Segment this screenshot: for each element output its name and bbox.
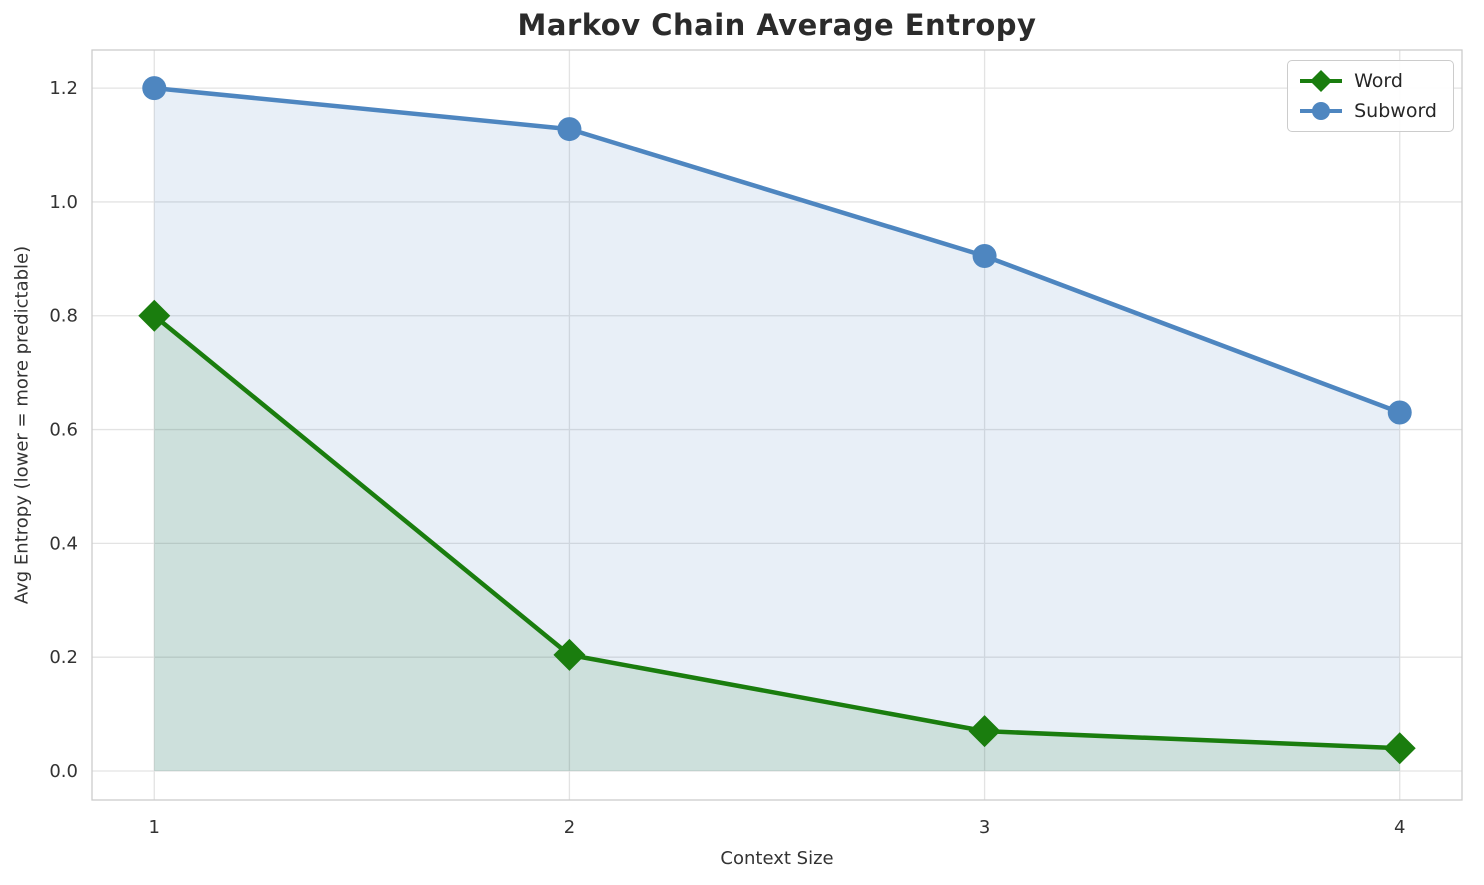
y-tick-label: 0.6 <box>49 420 78 441</box>
subword-marker-icon <box>142 76 167 101</box>
subword-marker-icon <box>972 243 997 268</box>
word-marker-icon <box>968 715 1001 748</box>
word-fill-area <box>154 315 1400 771</box>
word-line <box>152 313 1402 751</box>
y-tick-label: 0.2 <box>49 647 78 668</box>
subword-fill-area <box>154 88 1400 771</box>
subword-line-sample-icon <box>1300 102 1343 120</box>
plot-background <box>92 50 1462 800</box>
x-axis-label: Context Size <box>720 848 834 869</box>
subword-line <box>152 85 1402 415</box>
legend-label-subword: Subword <box>1354 100 1437 122</box>
legend-item-word: Word <box>1298 69 1437 93</box>
plot-border <box>91 49 1463 801</box>
x-tick-label: 4 <box>1394 817 1405 838</box>
legend: Word Subword <box>1287 60 1454 132</box>
x-tick-label: 1 <box>149 817 160 838</box>
word-marker-icon <box>138 299 171 332</box>
word-legend-marker-icon <box>1310 70 1333 92</box>
chart-title: Markov Chain Average Entropy <box>517 8 1037 42</box>
word-line-sample-icon <box>1300 70 1343 92</box>
legend-item-subword: Subword <box>1298 99 1437 123</box>
y-tick-label: 0.4 <box>49 533 78 554</box>
y-tick-label: 0.8 <box>49 306 78 327</box>
legend-label-word: Word <box>1354 70 1403 92</box>
subword-legend-marker-icon <box>1312 102 1331 120</box>
x-tick-label: 2 <box>564 817 575 838</box>
word-marker-icon <box>553 638 586 671</box>
y-tick-label: 1.0 <box>49 192 78 213</box>
y-tick-label: 0.0 <box>49 761 78 782</box>
x-tick-label: 3 <box>979 817 990 838</box>
subword-marker-icon <box>1387 400 1412 425</box>
word-marker-icon <box>1383 732 1416 765</box>
y-tick-label: 1.2 <box>49 78 78 99</box>
subword-marker-icon <box>557 117 582 142</box>
